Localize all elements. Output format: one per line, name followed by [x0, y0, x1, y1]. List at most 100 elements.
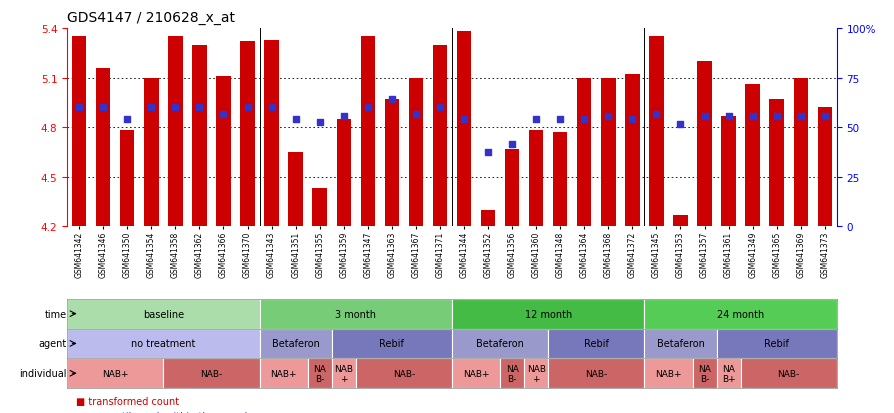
Text: time: time	[45, 309, 66, 319]
Point	[552, 116, 567, 123]
Text: baseline: baseline	[143, 309, 183, 319]
Point	[817, 113, 831, 120]
Text: NAB+: NAB+	[462, 369, 489, 378]
Text: ■ transformed count: ■ transformed count	[76, 396, 179, 406]
Bar	[644, 299, 836, 329]
Bar	[793, 78, 807, 227]
Bar	[163, 358, 259, 388]
Point	[577, 116, 591, 123]
Bar	[192, 45, 207, 227]
Bar	[624, 75, 639, 227]
Text: NA
B-: NA B-	[505, 364, 518, 383]
Point	[745, 113, 759, 120]
Text: NA
B-: NA B-	[313, 364, 325, 383]
Point	[264, 105, 278, 112]
Bar	[259, 299, 451, 329]
Point	[793, 113, 807, 120]
Text: 3 month: 3 month	[335, 309, 375, 319]
Text: Rebif: Rebif	[763, 339, 789, 349]
Text: Rebif: Rebif	[379, 339, 404, 349]
Point	[96, 105, 110, 112]
Bar	[259, 358, 308, 388]
Text: NAB-: NAB-	[585, 369, 607, 378]
Point	[625, 116, 639, 123]
Point	[456, 116, 470, 123]
Bar	[644, 358, 692, 388]
Text: NAB
+: NAB +	[333, 364, 353, 383]
Bar	[67, 358, 163, 388]
Bar	[432, 45, 447, 227]
Point	[648, 112, 662, 118]
Bar	[721, 116, 735, 227]
Point	[672, 121, 687, 128]
Bar	[355, 358, 451, 388]
Bar	[451, 329, 547, 358]
Text: 24 month: 24 month	[716, 309, 763, 319]
Text: NA
B-: NA B-	[697, 364, 710, 383]
Bar	[360, 37, 375, 227]
Bar	[264, 40, 278, 227]
Bar	[696, 62, 711, 227]
Bar	[332, 358, 356, 388]
Bar	[308, 358, 332, 388]
Point	[216, 112, 231, 118]
Point	[528, 116, 543, 123]
Text: GDS4147 / 210628_x_at: GDS4147 / 210628_x_at	[67, 11, 235, 25]
Bar	[144, 78, 158, 227]
Bar	[547, 329, 644, 358]
Point	[769, 113, 783, 120]
Bar	[552, 133, 567, 227]
Bar	[528, 131, 543, 227]
Bar	[456, 32, 470, 227]
Text: Betaferon: Betaferon	[272, 339, 319, 349]
Text: Betaferon: Betaferon	[656, 339, 704, 349]
Point	[336, 113, 350, 120]
Point	[120, 116, 134, 123]
Bar	[120, 131, 134, 227]
Point	[433, 105, 447, 112]
Bar	[648, 37, 662, 227]
Point	[192, 105, 207, 112]
Bar	[336, 120, 350, 227]
Point	[504, 141, 519, 147]
Point	[696, 113, 711, 120]
Bar	[72, 37, 86, 227]
Point	[384, 97, 399, 103]
Bar	[745, 85, 759, 227]
Bar	[96, 69, 110, 227]
Point	[480, 149, 494, 156]
Bar	[547, 358, 644, 388]
Point	[601, 113, 615, 120]
Bar	[577, 78, 591, 227]
Bar	[480, 210, 494, 227]
Point	[288, 116, 302, 123]
Bar	[216, 77, 231, 227]
Bar	[692, 358, 716, 388]
Text: 12 month: 12 month	[524, 309, 571, 319]
Bar	[288, 152, 302, 227]
Bar	[672, 215, 687, 227]
Bar	[67, 329, 259, 358]
Text: Rebif: Rebif	[583, 339, 608, 349]
Bar	[332, 329, 451, 358]
Bar	[769, 100, 783, 227]
Text: NAB-: NAB-	[392, 369, 415, 378]
Point	[168, 105, 182, 112]
Point	[72, 105, 86, 112]
Bar	[67, 299, 259, 329]
Bar	[524, 358, 547, 388]
Text: NAB-: NAB-	[200, 369, 223, 378]
Point	[312, 120, 326, 126]
Bar	[409, 78, 423, 227]
Point	[360, 105, 375, 112]
Point	[240, 105, 255, 112]
Point	[409, 112, 423, 118]
Text: NAB+: NAB+	[654, 369, 681, 378]
Text: NAB+: NAB+	[102, 369, 129, 378]
Text: NA
B+: NA B+	[721, 364, 735, 383]
Bar	[259, 329, 332, 358]
Bar	[504, 149, 519, 227]
Bar	[451, 299, 644, 329]
Text: NAB-: NAB-	[777, 369, 799, 378]
Point	[721, 113, 735, 120]
